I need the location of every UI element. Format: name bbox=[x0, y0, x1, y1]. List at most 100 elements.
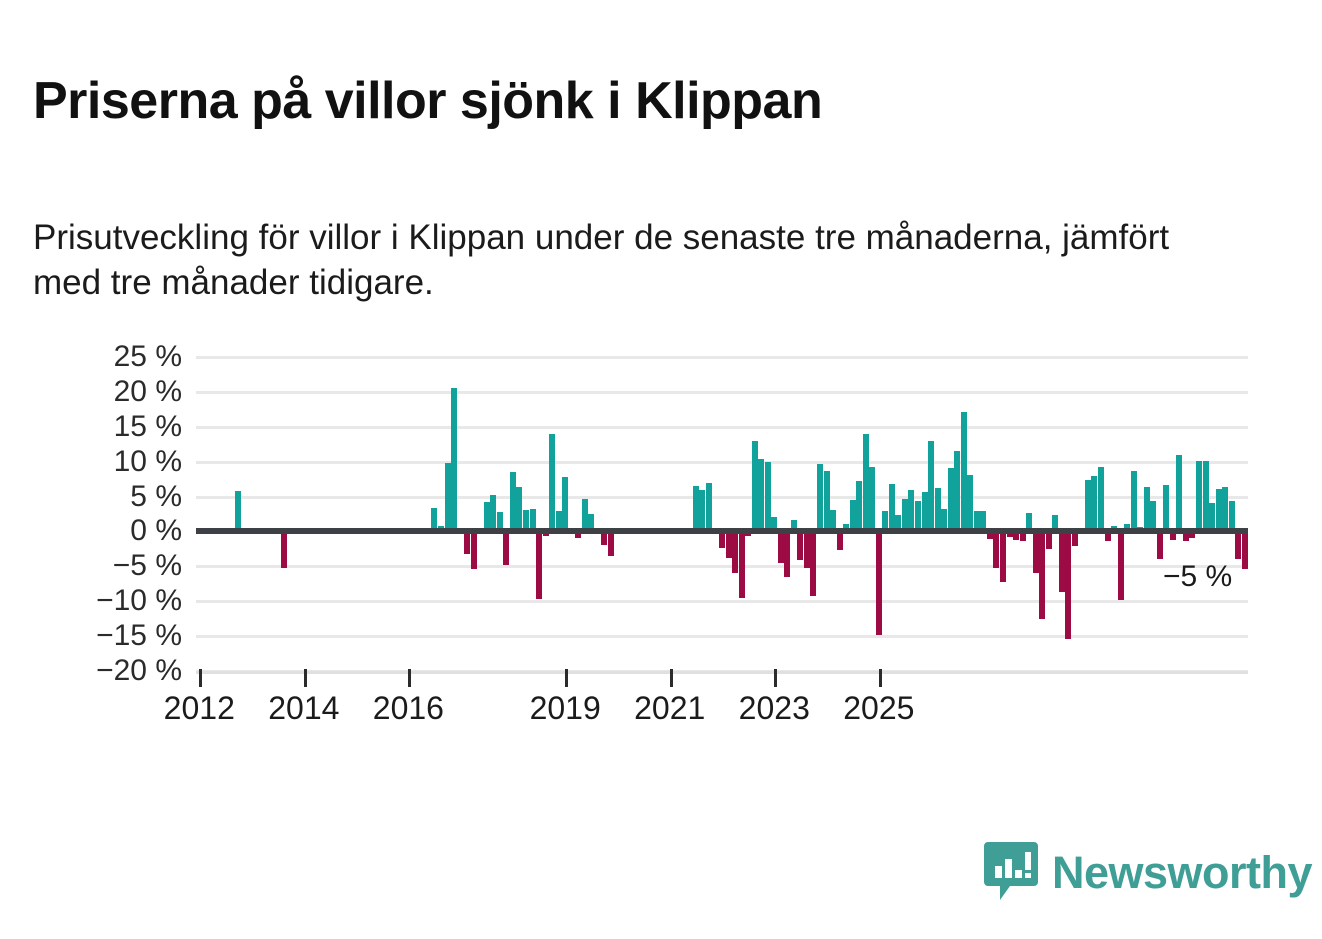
chart-bar bbox=[1071, 531, 1078, 547]
chart-bar bbox=[862, 433, 869, 532]
zero-line bbox=[196, 528, 1248, 535]
chart-bar bbox=[1222, 487, 1229, 532]
newsworthy-logo: Newsworthy bbox=[984, 842, 1313, 902]
chart-bar bbox=[444, 463, 451, 532]
chart-bar bbox=[784, 531, 791, 578]
bars-layer bbox=[196, 357, 1248, 671]
chart-bar bbox=[947, 467, 954, 532]
y-axis-tick-label: −15 % bbox=[96, 619, 182, 653]
chart-bar bbox=[235, 490, 242, 532]
chart-bar bbox=[797, 531, 804, 561]
chart-bar bbox=[921, 491, 928, 532]
chart-bar bbox=[588, 514, 595, 532]
chart-bar bbox=[490, 495, 497, 532]
chart-bar bbox=[549, 433, 556, 532]
chart-bar bbox=[915, 500, 922, 532]
chart-bar bbox=[928, 441, 935, 532]
chart-bar bbox=[908, 489, 915, 532]
x-axis-tick-label: 2016 bbox=[372, 690, 444, 726]
chart-bar bbox=[1169, 531, 1176, 540]
chart-bar bbox=[803, 531, 810, 569]
chart-bar bbox=[555, 511, 562, 532]
chart-bar bbox=[705, 483, 712, 532]
chart-bar bbox=[1097, 467, 1104, 532]
x-axis-tick bbox=[303, 669, 307, 687]
x-axis-tick bbox=[669, 669, 673, 687]
y-axis-tick-label: 20 % bbox=[113, 374, 182, 408]
chart-bar bbox=[901, 499, 908, 532]
chart-bar bbox=[869, 467, 876, 532]
chart-bar bbox=[810, 531, 817, 596]
gridline bbox=[196, 565, 1248, 569]
gridline bbox=[196, 600, 1248, 604]
chart-bar bbox=[1052, 514, 1059, 532]
x-axis-tick bbox=[199, 669, 203, 687]
chart-bar bbox=[986, 531, 993, 540]
bar-chart: 25 % 20 % 15 % 10 % 5 % 0 % −5 % −10 % −15 % −20 … bbox=[0, 340, 1322, 740]
chart-bar bbox=[1189, 531, 1196, 539]
chart-bar bbox=[1124, 524, 1131, 532]
chart-bar bbox=[522, 509, 529, 532]
x-axis-line bbox=[196, 671, 1248, 674]
y-axis-tick-label: −5 % bbox=[112, 549, 182, 583]
chart-bar bbox=[817, 463, 823, 532]
chart-bar bbox=[575, 531, 582, 538]
chart-bar bbox=[1045, 531, 1052, 549]
chart-bar bbox=[1228, 501, 1235, 532]
chart-bar bbox=[967, 474, 974, 532]
chart-bar bbox=[934, 488, 941, 532]
chart-bar bbox=[451, 387, 458, 532]
gridline bbox=[196, 495, 1248, 499]
x-axis-tick bbox=[565, 669, 569, 687]
chart-bar bbox=[777, 531, 784, 563]
y-axis-tick-label: 5 % bbox=[130, 479, 182, 513]
chart-bar bbox=[470, 531, 477, 570]
chart-bar bbox=[875, 531, 882, 636]
chart-bar bbox=[607, 531, 614, 556]
chart-bar bbox=[888, 483, 895, 532]
chart-bar bbox=[895, 515, 902, 532]
chart-bar bbox=[999, 531, 1006, 583]
chart-bar bbox=[699, 489, 706, 532]
chart-bar bbox=[1241, 531, 1248, 570]
chart-bar bbox=[993, 531, 1000, 568]
chart-bar bbox=[732, 531, 739, 573]
chart-bar bbox=[980, 510, 987, 532]
page-subtitle: Prisutveckling för villor i Klippan unde… bbox=[33, 218, 1170, 302]
chart-bar bbox=[1058, 531, 1065, 593]
x-axis-tick-label: 2014 bbox=[268, 690, 340, 726]
chart-bar bbox=[1013, 531, 1020, 540]
chart-bar bbox=[496, 511, 503, 532]
x-axis-tick bbox=[878, 669, 882, 687]
chart-bar bbox=[1026, 512, 1033, 532]
gridline bbox=[196, 460, 1248, 464]
y-axis-tick-label: 0 % bbox=[130, 514, 182, 548]
chart-bar bbox=[941, 509, 948, 532]
chart-bar bbox=[431, 507, 438, 532]
chart-bar bbox=[771, 517, 778, 532]
gridline bbox=[196, 635, 1248, 639]
chart-bar bbox=[509, 472, 516, 532]
chart-bar bbox=[725, 531, 732, 558]
chart-bar bbox=[764, 461, 771, 532]
chart-bar bbox=[529, 509, 536, 532]
chart-bar bbox=[281, 531, 288, 569]
chart-bar bbox=[464, 531, 471, 555]
chart-bar bbox=[973, 511, 980, 532]
x-axis-tick-label: 2021 bbox=[634, 690, 706, 726]
gridline bbox=[196, 356, 1248, 359]
x-axis-tick-label: 2025 bbox=[843, 690, 915, 726]
chart-bar bbox=[1091, 475, 1098, 532]
chart-bar bbox=[1195, 460, 1202, 532]
chart-bar bbox=[843, 523, 850, 532]
gridline bbox=[196, 425, 1248, 429]
x-axis-tick bbox=[408, 669, 412, 687]
chart-bar bbox=[856, 480, 863, 532]
chart-bar bbox=[1176, 454, 1183, 532]
y-axis-tick-label: 25 % bbox=[113, 340, 182, 373]
chart-bar bbox=[1202, 460, 1209, 532]
chart-bar bbox=[581, 499, 588, 532]
chart-bar bbox=[836, 531, 843, 550]
chart-bar bbox=[1163, 485, 1170, 532]
